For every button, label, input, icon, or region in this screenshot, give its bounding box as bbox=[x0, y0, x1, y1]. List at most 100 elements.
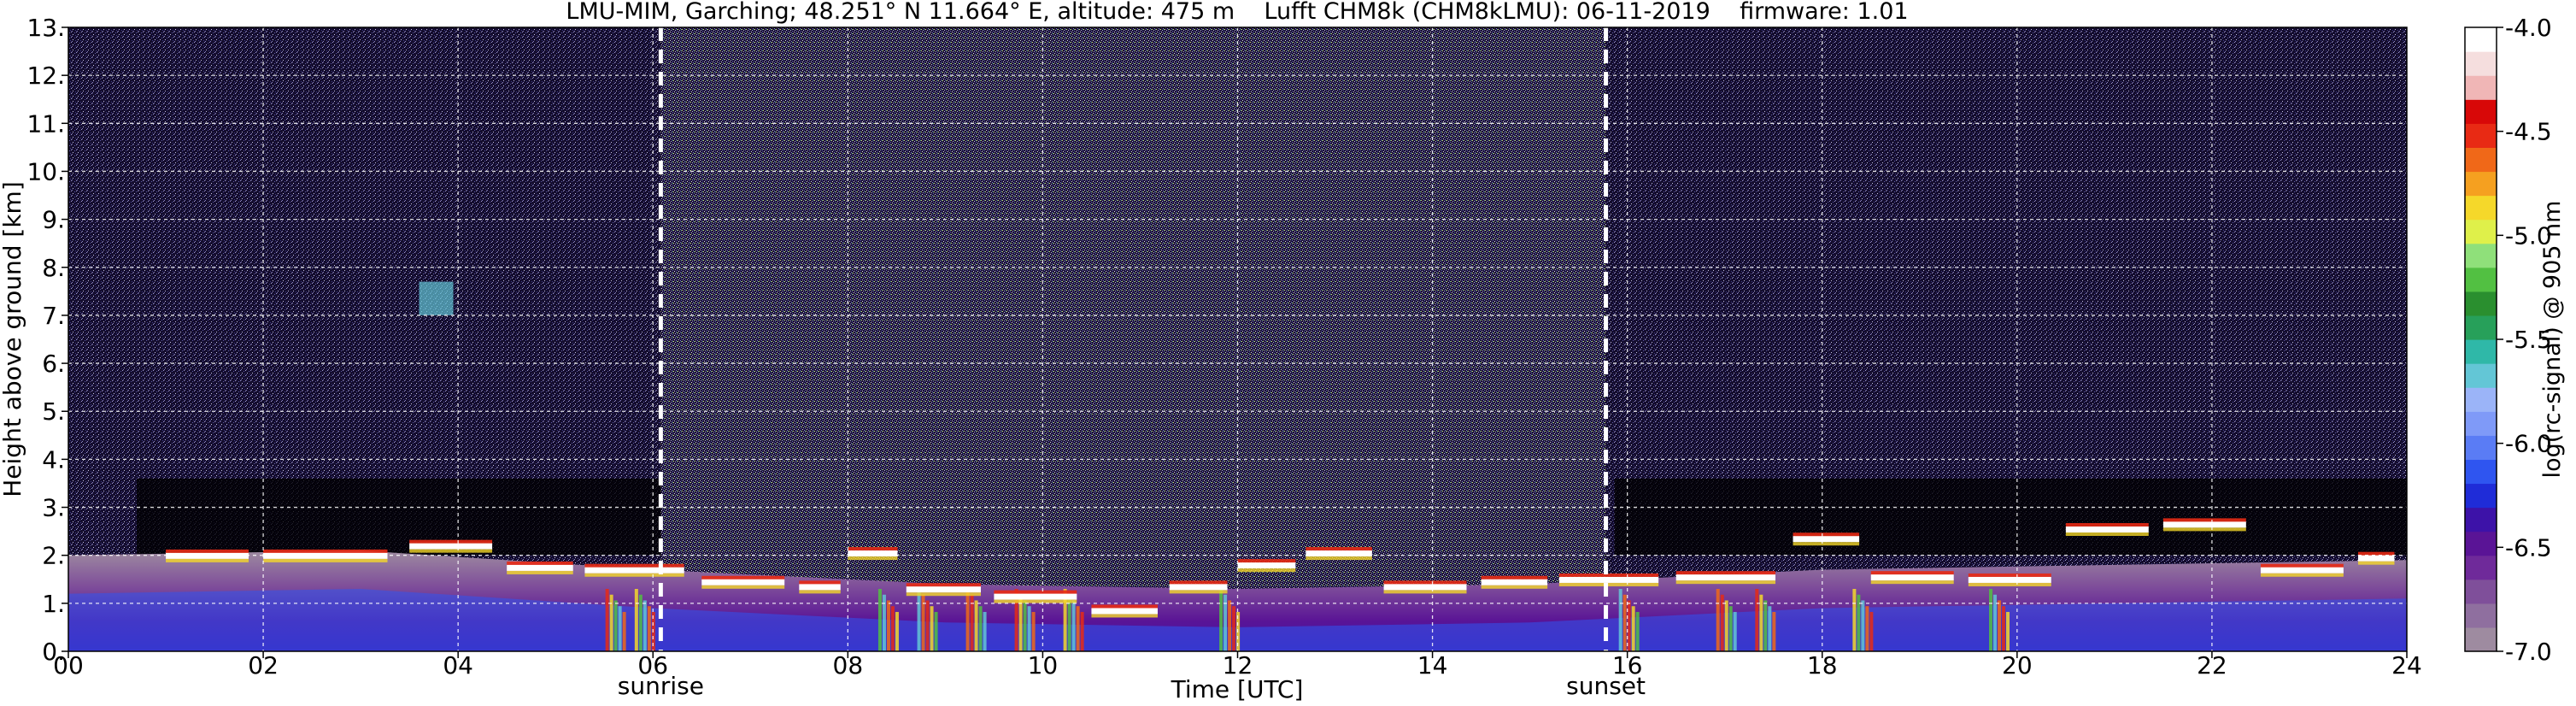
convective-plume bbox=[934, 611, 938, 651]
cloud-base bbox=[507, 564, 573, 571]
cloud-base bbox=[1870, 574, 1954, 581]
colorbar-tick-label: -6.0 bbox=[2505, 430, 2552, 458]
convective-plume bbox=[1759, 594, 1763, 651]
colorbar-tick-label: -7.0 bbox=[2505, 638, 2552, 666]
x-axis-label: Time [UTC] bbox=[1171, 675, 1304, 703]
cloud-base bbox=[1968, 576, 2051, 583]
x-tick-label: 08 bbox=[833, 651, 864, 680]
convective-plume bbox=[605, 589, 609, 651]
x-tick-label: 04 bbox=[443, 651, 473, 680]
colorbar-segment bbox=[2465, 171, 2497, 197]
cloud-base-edge bbox=[2260, 563, 2344, 568]
convective-plume bbox=[917, 589, 921, 651]
convective-plume bbox=[1763, 600, 1768, 651]
cloud-base-edge bbox=[1481, 575, 1548, 580]
colorbar-segment bbox=[2465, 531, 2497, 556]
colorbar-segment bbox=[2465, 339, 2497, 364]
y-tick-label: 10. bbox=[26, 157, 65, 185]
cloud-base-underside bbox=[1383, 590, 1467, 594]
cloud-base-edge bbox=[409, 539, 493, 544]
convective-plume bbox=[970, 594, 974, 651]
convective-plume bbox=[1223, 594, 1228, 651]
convective-plume bbox=[965, 589, 970, 651]
y-tick-label: 9. bbox=[42, 206, 65, 234]
convective-plume bbox=[1027, 606, 1031, 651]
cloud-base bbox=[906, 586, 982, 593]
cloud-base-edge bbox=[1675, 571, 1776, 576]
colorbar-segment bbox=[2465, 507, 2497, 532]
convective-plume bbox=[877, 589, 882, 651]
convective-plume bbox=[1728, 606, 1733, 651]
axes: 00 02 04 06 08 10 12 14 16 18 20 22 24 0. 1. 2. 3. 4. 5. 6.… bbox=[26, 14, 2421, 680]
convective-plume bbox=[1031, 611, 1036, 651]
cloud-base-underside bbox=[263, 558, 388, 562]
cloud-base-underside bbox=[994, 599, 1077, 603]
cloud-base-edge bbox=[1968, 573, 2051, 578]
cloud-base-underside bbox=[906, 592, 982, 597]
y-tick-label: 11. bbox=[26, 109, 65, 138]
cloud-base bbox=[2357, 555, 2395, 562]
cloud-base-edge bbox=[1237, 559, 1296, 564]
colorbar-segment bbox=[2465, 387, 2497, 412]
convective-plume bbox=[1018, 594, 1023, 651]
elevated-layer bbox=[419, 281, 454, 315]
cloud-base bbox=[1558, 576, 1659, 583]
convective-plume bbox=[2006, 611, 2010, 651]
cloud-base-edge bbox=[1558, 573, 1659, 578]
cloud-base-edge bbox=[263, 549, 388, 554]
convective-plume bbox=[1071, 600, 1076, 651]
cloud-base-edge bbox=[2065, 523, 2149, 527]
convective-plume bbox=[1627, 600, 1631, 651]
cloud-base-underside bbox=[1237, 568, 1296, 573]
cloud-base-underside bbox=[799, 590, 841, 594]
colorbar-segment bbox=[2465, 555, 2497, 580]
colorbar-segment bbox=[2465, 51, 2497, 76]
colorbar-segment bbox=[2465, 147, 2497, 173]
sun-marker-label: sunrise bbox=[618, 672, 704, 700]
y-tick-label: 2. bbox=[42, 542, 65, 570]
cloud-base-underside bbox=[1675, 580, 1776, 585]
cloud-base bbox=[1306, 550, 1372, 557]
convective-plume bbox=[647, 606, 651, 651]
x-tick-label: 18 bbox=[1807, 651, 1838, 680]
heatmap-dark-night-pm bbox=[1614, 478, 2407, 556]
x-tick-label: 10 bbox=[1028, 651, 1059, 680]
cloud-base-underside bbox=[2065, 532, 2149, 536]
cloud-base-underside bbox=[584, 573, 684, 577]
convective-plume bbox=[634, 589, 638, 651]
convective-plume bbox=[1014, 589, 1018, 651]
colorbar-segment bbox=[2465, 99, 2497, 124]
cloud-base bbox=[1169, 584, 1228, 591]
convective-plume bbox=[925, 600, 930, 651]
convective-plume bbox=[921, 594, 925, 651]
convective-plume bbox=[974, 600, 978, 651]
colorbar-segment bbox=[2465, 579, 2497, 604]
cloud-base-edge bbox=[701, 575, 785, 580]
y-tick-label: 12. bbox=[26, 62, 65, 90]
cloud-base bbox=[848, 550, 898, 557]
cloud-base-edge bbox=[1870, 571, 1954, 576]
convective-plume bbox=[1857, 594, 1861, 651]
x-tick-label: 06 bbox=[637, 651, 668, 680]
cloud-base bbox=[1237, 562, 1296, 569]
x-tick-label: 22 bbox=[2197, 651, 2227, 680]
colorbar-segment bbox=[2465, 459, 2497, 485]
convective-plume bbox=[1063, 589, 1067, 651]
colorbar-segment bbox=[2465, 27, 2497, 52]
grid-lines bbox=[68, 27, 2407, 651]
colorbar-segment bbox=[2465, 75, 2497, 100]
cloud-base-edge bbox=[1169, 580, 1228, 585]
x-tick-label: 24 bbox=[2391, 651, 2422, 680]
convective-plume bbox=[1716, 589, 1720, 651]
cloud-base-edge bbox=[2162, 518, 2246, 523]
cloud-base-edge bbox=[848, 547, 898, 552]
convective-plume bbox=[890, 606, 895, 651]
cloud-base-underside bbox=[848, 556, 898, 561]
convective-plume bbox=[882, 594, 886, 651]
convective-plume bbox=[1219, 589, 1223, 651]
cloud-base-underside bbox=[1481, 585, 1548, 589]
convective-plume bbox=[638, 594, 643, 651]
colorbar-segment bbox=[2465, 411, 2497, 436]
convective-plume bbox=[1755, 589, 1759, 651]
